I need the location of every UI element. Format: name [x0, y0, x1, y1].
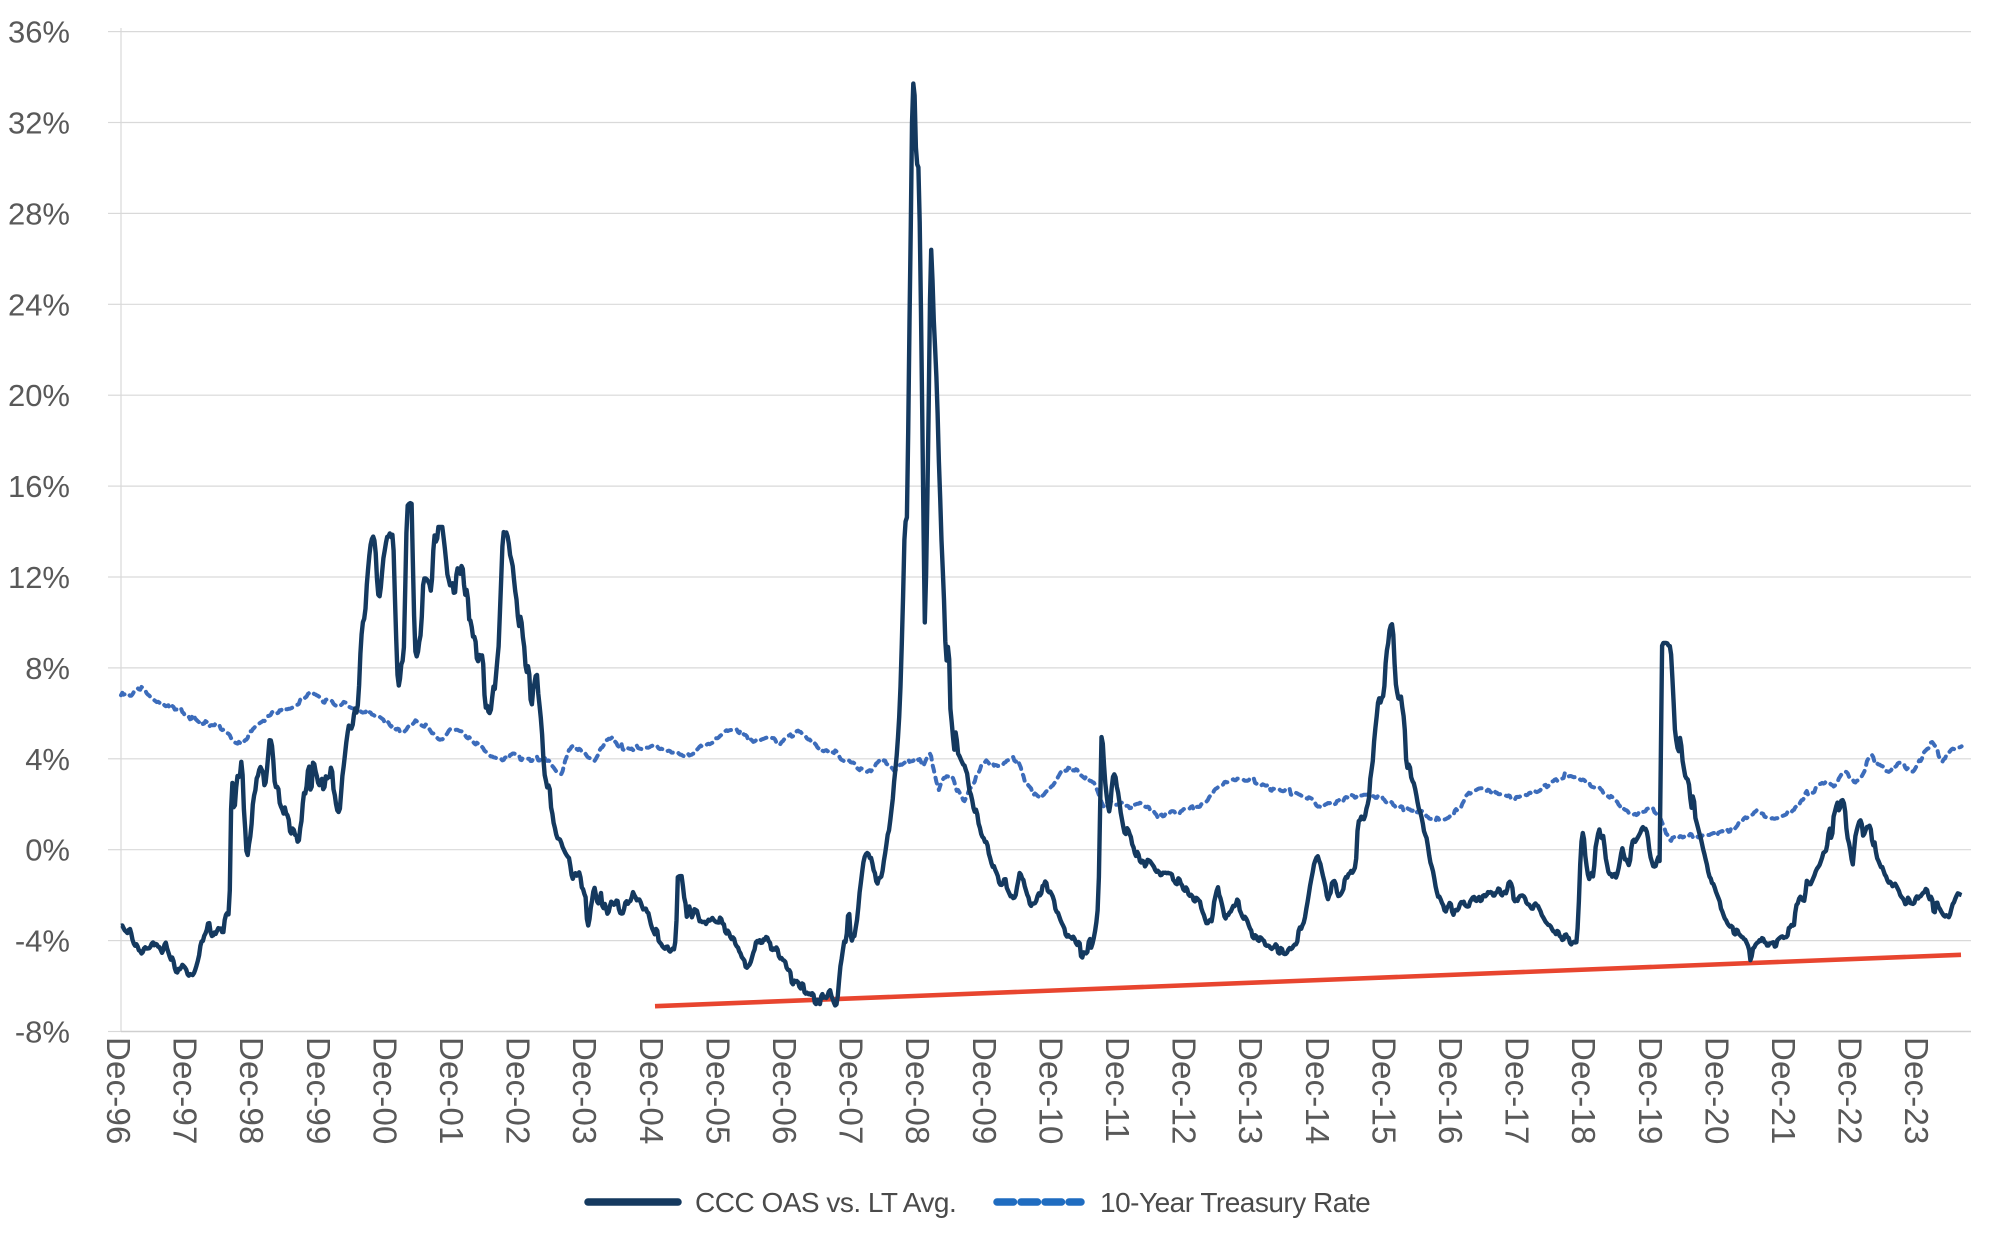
- svg-text:Dec-09: Dec-09: [966, 1037, 1003, 1145]
- svg-text:Dec-20: Dec-20: [1698, 1037, 1735, 1145]
- svg-text:28%: 28%: [8, 196, 70, 231]
- svg-text:8%: 8%: [25, 651, 70, 686]
- svg-text:Dec-98: Dec-98: [233, 1037, 270, 1145]
- svg-text:Dec-14: Dec-14: [1299, 1037, 1336, 1145]
- svg-text:-4%: -4%: [15, 924, 70, 959]
- svg-text:12%: 12%: [8, 560, 70, 595]
- svg-text:Dec-04: Dec-04: [633, 1037, 670, 1145]
- svg-text:Dec-00: Dec-00: [366, 1037, 403, 1145]
- svg-text:Dec-18: Dec-18: [1565, 1037, 1602, 1145]
- svg-text:24%: 24%: [8, 287, 70, 322]
- svg-text:CCC OAS vs. LT Avg.: CCC OAS vs. LT Avg.: [695, 1187, 956, 1218]
- svg-text:Dec-06: Dec-06: [766, 1037, 803, 1145]
- svg-text:Dec-13: Dec-13: [1232, 1037, 1269, 1145]
- svg-text:Dec-19: Dec-19: [1632, 1037, 1669, 1145]
- svg-text:Dec-02: Dec-02: [500, 1037, 537, 1145]
- svg-text:Dec-23: Dec-23: [1898, 1037, 1935, 1145]
- svg-text:Dec-10: Dec-10: [1032, 1037, 1069, 1145]
- svg-text:Dec-11: Dec-11: [1099, 1037, 1136, 1142]
- svg-text:Dec-05: Dec-05: [699, 1037, 736, 1145]
- svg-text:Dec-22: Dec-22: [1832, 1037, 1869, 1145]
- svg-text:Dec-03: Dec-03: [566, 1037, 603, 1145]
- svg-text:Dec-96: Dec-96: [100, 1037, 137, 1145]
- svg-text:Dec-17: Dec-17: [1499, 1037, 1536, 1145]
- svg-text:Dec-21: Dec-21: [1765, 1037, 1802, 1145]
- svg-text:-8%: -8%: [15, 1015, 70, 1050]
- svg-text:16%: 16%: [8, 469, 70, 504]
- svg-text:Dec-99: Dec-99: [300, 1037, 337, 1145]
- svg-text:0%: 0%: [25, 833, 70, 868]
- svg-text:Dec-07: Dec-07: [833, 1037, 870, 1145]
- svg-text:Dec-01: Dec-01: [433, 1037, 470, 1145]
- svg-text:Dec-08: Dec-08: [899, 1037, 936, 1145]
- svg-text:10-Year Treasury Rate: 10-Year Treasury Rate: [1100, 1187, 1370, 1218]
- svg-text:Dec-97: Dec-97: [167, 1037, 204, 1145]
- svg-text:4%: 4%: [25, 742, 70, 777]
- svg-text:20%: 20%: [8, 378, 70, 413]
- svg-text:Dec-16: Dec-16: [1432, 1037, 1469, 1145]
- svg-text:Dec-12: Dec-12: [1166, 1037, 1203, 1145]
- svg-text:36%: 36%: [8, 15, 70, 50]
- svg-text:32%: 32%: [8, 106, 70, 141]
- svg-text:Dec-15: Dec-15: [1365, 1037, 1402, 1145]
